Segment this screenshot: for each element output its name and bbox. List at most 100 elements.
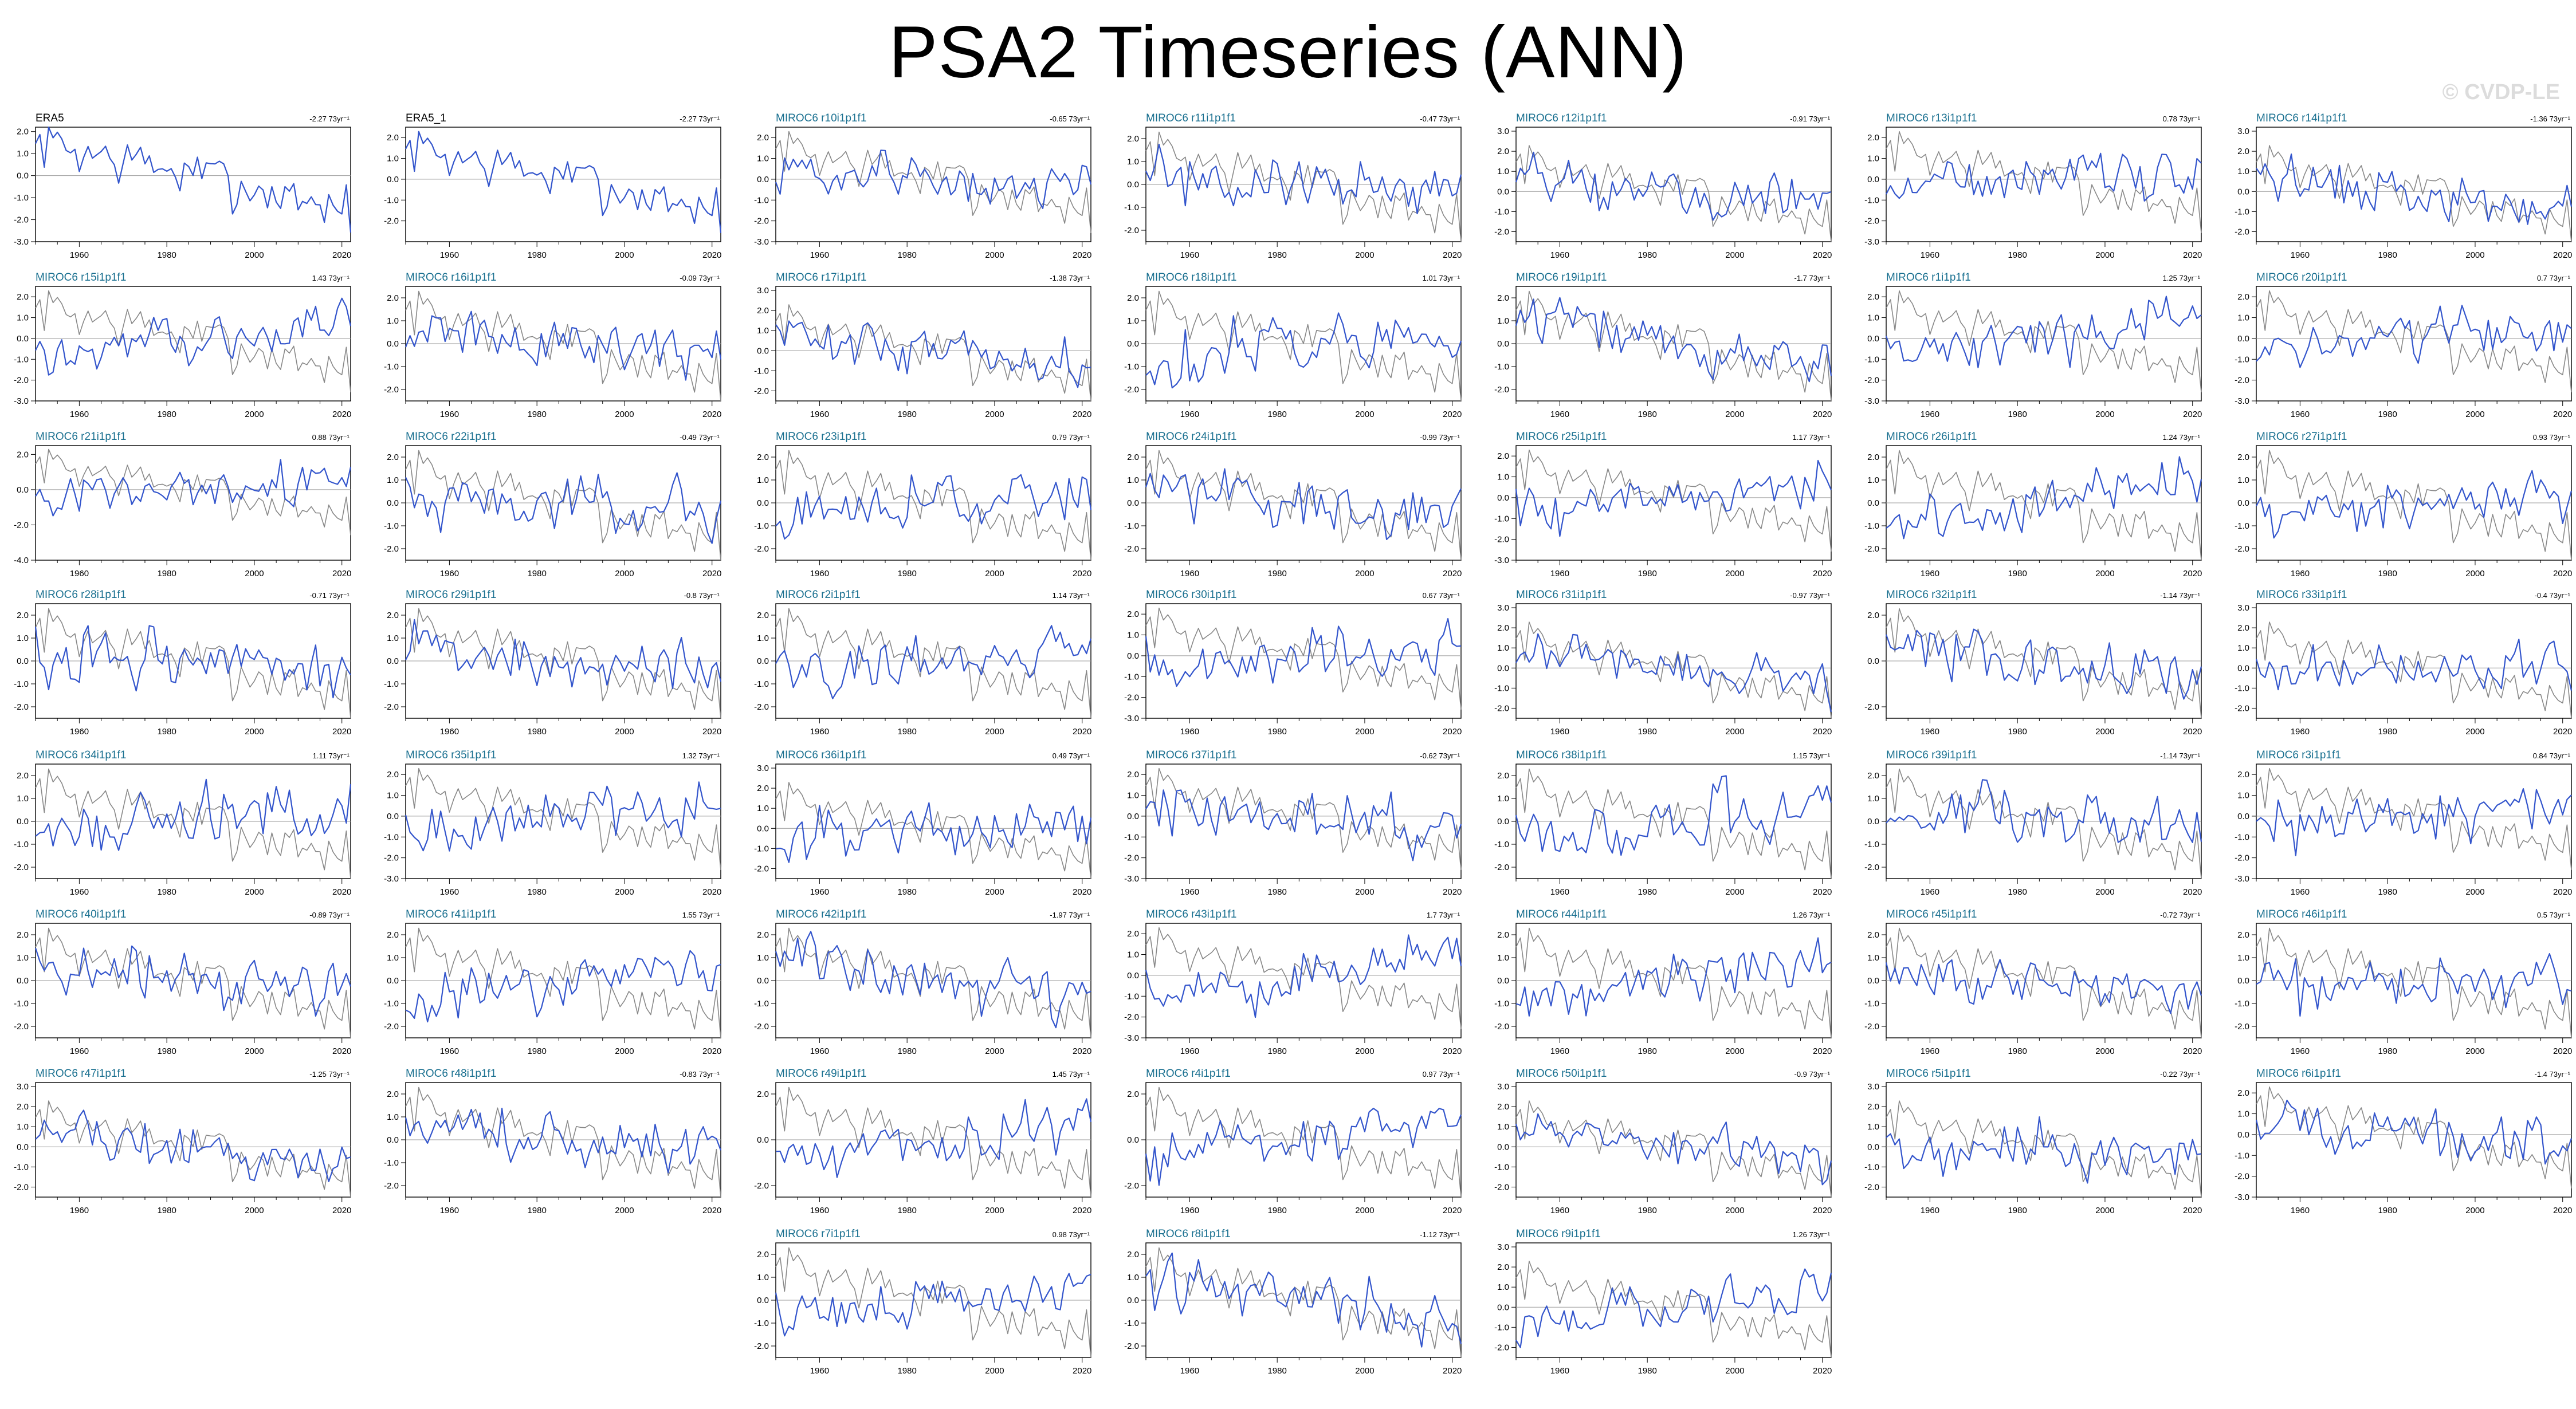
y-tick-label: 3.0 (1497, 603, 1509, 613)
y-tick-label: 0.0 (1497, 976, 1509, 986)
y-tick-label: -1.0 (1864, 195, 1879, 205)
y-tick-label: 0.0 (757, 1135, 769, 1145)
y-tick-label: 0.0 (387, 175, 399, 184)
x-tick-label: 1980 (157, 727, 176, 737)
obs-series-line (1886, 768, 2202, 879)
y-tick-label: 0.0 (1867, 1142, 1879, 1152)
panel-trend: -0.72 73yr⁻¹ (2160, 911, 2200, 919)
panel-trend: 1.7 73yr⁻¹ (1427, 911, 1460, 919)
panel-trend: 1.01 73yr⁻¹ (1423, 274, 1460, 282)
y-tick-label: -3.0 (384, 874, 399, 884)
panel-title: MIROC6 r47i1p1f1 (36, 1068, 126, 1080)
panel-title: MIROC6 r27i1p1f1 (2256, 431, 2347, 443)
obs-series-line (1886, 927, 2202, 1038)
y-tick-label: 0.0 (1497, 817, 1509, 826)
panel: MIROC6 r46i1p1f1 0.5 73yr⁻¹ 2.0 1.0 0.0 -1.0 -… (2235, 908, 2572, 1056)
x-tick-label: 1960 (2291, 887, 2310, 897)
y-tick-label: -1.0 (1864, 1162, 1879, 1172)
x-tick-label: 1980 (527, 250, 546, 260)
x-tick-label: 2020 (332, 1206, 351, 1215)
x-tick-label: 2020 (332, 1046, 351, 1056)
x-tick-label: 1980 (2378, 727, 2397, 737)
plot-frame (1515, 1082, 1832, 1198)
obs-series-line (35, 608, 351, 719)
y-tick-label: 3.0 (17, 1082, 29, 1092)
x-tick-label: 2020 (1443, 569, 1462, 578)
obs-series-line (775, 131, 1091, 233)
x-tick-label: 1960 (1180, 727, 1199, 737)
y-tick-label: -1.0 (1864, 999, 1879, 1009)
obs-series-line (775, 927, 1091, 1038)
y-tick-label: -2.0 (14, 376, 29, 385)
y-tick-label: 1.0 (1497, 643, 1509, 653)
y-tick-label: 1.0 (1867, 475, 1879, 485)
y-tick-label: -2.0 (384, 217, 399, 226)
panel-trend: -0.89 73yr⁻¹ (309, 911, 350, 919)
y-tick-label: -2.0 (1124, 1341, 1139, 1351)
x-tick-label: 2020 (702, 1206, 721, 1215)
x-tick-label: 1960 (70, 410, 89, 419)
y-tick-label: 0.0 (757, 346, 769, 356)
y-tick-label: -1.0 (14, 355, 29, 364)
x-tick-label: 1980 (1638, 727, 1656, 737)
model-series-line (1515, 775, 1832, 856)
x-tick-label: 2000 (2095, 410, 2114, 419)
panel: MIROC6 r38i1p1f1 1.15 73yr⁻¹ 2.0 1.0 0.0 -1.0… (1494, 749, 1832, 897)
panel-title: MIROC6 r17i1p1f1 (776, 271, 866, 284)
x-tick-label: 2000 (985, 250, 1004, 260)
y-tick-label: 3.0 (1497, 127, 1509, 136)
panel-trend: -2.27 73yr⁻¹ (309, 115, 350, 123)
panel-trend: -0.22 73yr⁻¹ (2160, 1070, 2200, 1079)
y-tick-label: 0.0 (1127, 651, 1139, 661)
y-tick-label: -1.0 (754, 844, 769, 853)
obs-series-line (35, 927, 351, 1038)
panel: MIROC6 r37i1p1f1 -0.62 73yr⁻¹ 2.0 1.0 0.0 -1.… (1124, 749, 1462, 897)
y-tick-label: 1.0 (387, 316, 399, 326)
x-tick-label: 1960 (810, 1366, 829, 1376)
y-tick-label: 0.0 (757, 1296, 769, 1305)
y-tick-label: 0.0 (17, 976, 29, 986)
y-tick-label: -2.0 (754, 702, 769, 712)
obs-series-line (1515, 449, 1832, 552)
x-tick-label: 2000 (1725, 250, 1744, 260)
y-tick-label: 1.0 (2237, 167, 2249, 176)
x-tick-label: 1960 (2291, 727, 2310, 737)
panel-trend: -1.14 73yr⁻¹ (2160, 591, 2200, 600)
x-tick-label: 1960 (1550, 727, 1569, 737)
y-tick-label: 1.0 (2237, 1109, 2249, 1119)
y-tick-label: 1.0 (757, 633, 769, 643)
y-tick-label: 1.0 (2237, 313, 2249, 323)
panel: MIROC6 r7i1p1f1 0.98 73yr⁻¹ 2.0 1.0 0.0 -1.0 -… (754, 1228, 1091, 1376)
y-tick-label: 2.0 (1127, 452, 1139, 462)
y-tick-label: 1.0 (1867, 313, 1879, 323)
panel: MIROC6 r19i1p1f1 -1.7 73yr⁻¹ 2.0 1.0 0.0 -1.0… (1494, 271, 1832, 419)
x-tick-label: 2020 (332, 250, 351, 260)
x-tick-label: 1960 (440, 250, 459, 260)
x-tick-label: 2000 (2095, 1206, 2114, 1215)
plot-frame (1145, 923, 1462, 1038)
x-tick-label: 2020 (1073, 887, 1091, 897)
y-tick-label: -2.0 (1494, 1022, 1509, 1032)
y-tick-label: 2.0 (1867, 930, 1879, 940)
x-tick-label: 2020 (702, 1046, 721, 1056)
x-tick-label: 1960 (70, 1206, 89, 1215)
x-tick-label: 1980 (527, 727, 546, 737)
x-tick-label: 1960 (2291, 410, 2310, 419)
panel-title: MIROC6 r39i1p1f1 (1886, 749, 1977, 761)
y-tick-label: 0.0 (2237, 812, 2249, 821)
panel: MIROC6 r36i1p1f1 0.49 73yr⁻¹ 3.0 2.0 1.0 0.0 -… (754, 749, 1091, 897)
y-tick-label: 0.0 (387, 339, 399, 349)
panel-trend: -0.8 73yr⁻¹ (684, 591, 720, 600)
y-tick-label: 1.0 (1497, 1282, 1509, 1292)
y-tick-label: 2.0 (1127, 1089, 1139, 1099)
y-tick-label: -1.0 (384, 1158, 399, 1168)
y-tick-label: -2.0 (2235, 227, 2249, 237)
obs-series-line (1145, 1087, 1462, 1198)
x-tick-label: 2000 (1355, 727, 1374, 737)
y-tick-label: 2.0 (1497, 147, 1509, 156)
model-series-line (2256, 953, 2572, 1017)
panel-trend: -1.38 73yr⁻¹ (1050, 274, 1090, 282)
panel-title: MIROC6 r7i1p1f1 (776, 1228, 861, 1240)
model-series-line (35, 778, 352, 851)
